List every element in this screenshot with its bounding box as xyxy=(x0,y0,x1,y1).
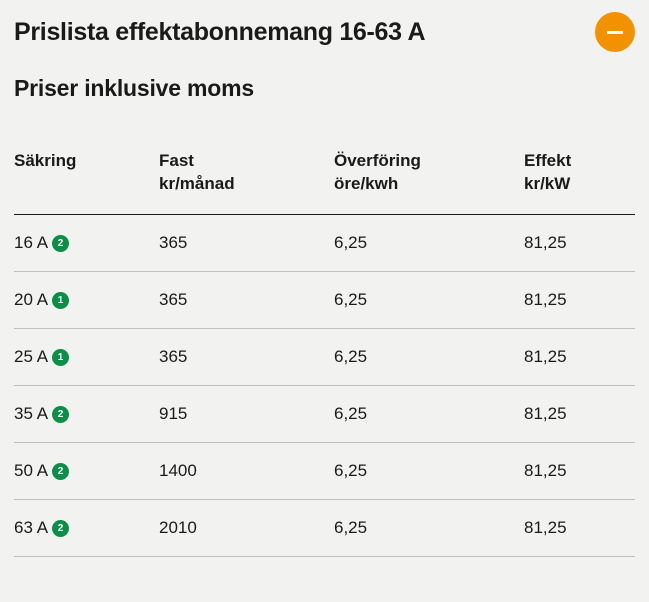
col-header-line1: Effekt xyxy=(524,151,571,170)
table-row: 20 A13656,2581,25 xyxy=(14,271,635,328)
col-header-line1: Fast xyxy=(159,151,194,170)
table-row: 16 A23656,2581,25 xyxy=(14,214,635,271)
cell-sakring: 63 A2 xyxy=(14,499,159,556)
footnote-badge: 1 xyxy=(52,349,69,366)
sakring-value: 35 A xyxy=(14,404,48,423)
col-header-line2: kr/kW xyxy=(524,174,570,193)
sakring-value: 63 A xyxy=(14,518,48,537)
cell-effekt: 81,25 xyxy=(524,271,635,328)
cell-sakring: 50 A2 xyxy=(14,442,159,499)
cell-overforing: 6,25 xyxy=(334,271,524,328)
minus-icon xyxy=(607,31,623,34)
cell-sakring: 25 A1 xyxy=(14,328,159,385)
collapse-button[interactable] xyxy=(595,12,635,52)
cell-effekt: 81,25 xyxy=(524,328,635,385)
cell-overforing: 6,25 xyxy=(334,328,524,385)
section-subtitle: Priser inklusive moms xyxy=(14,75,635,102)
col-header-line1: Överföring xyxy=(334,151,421,170)
table-row: 50 A214006,2581,25 xyxy=(14,442,635,499)
cell-overforing: 6,25 xyxy=(334,214,524,271)
col-header-overforing: Överföring öre/kwh xyxy=(334,142,524,214)
cell-fast: 2010 xyxy=(159,499,334,556)
col-header-fast: Fast kr/månad xyxy=(159,142,334,214)
cell-fast: 1400 xyxy=(159,442,334,499)
cell-fast: 915 xyxy=(159,385,334,442)
cell-overforing: 6,25 xyxy=(334,385,524,442)
sakring-value: 20 A xyxy=(14,290,48,309)
footnote-badge: 2 xyxy=(52,406,69,423)
cell-fast: 365 xyxy=(159,214,334,271)
cell-effekt: 81,25 xyxy=(524,442,635,499)
cell-sakring: 35 A2 xyxy=(14,385,159,442)
footnote-badge: 2 xyxy=(52,520,69,537)
table-row: 25 A13656,2581,25 xyxy=(14,328,635,385)
cell-fast: 365 xyxy=(159,271,334,328)
footnote-badge: 1 xyxy=(52,292,69,309)
col-header-line2: kr/månad xyxy=(159,174,235,193)
sakring-value: 50 A xyxy=(14,461,48,480)
cell-sakring: 20 A1 xyxy=(14,271,159,328)
col-header-line2: öre/kwh xyxy=(334,174,398,193)
footnote-badge: 2 xyxy=(52,463,69,480)
price-table: Säkring Fast kr/månad Överföring öre/kwh… xyxy=(14,142,635,557)
col-header-effekt: Effekt kr/kW xyxy=(524,142,635,214)
cell-overforing: 6,25 xyxy=(334,442,524,499)
table-row: 35 A29156,2581,25 xyxy=(14,385,635,442)
footnote-badge: 2 xyxy=(52,235,69,252)
sakring-value: 25 A xyxy=(14,347,48,366)
cell-effekt: 81,25 xyxy=(524,499,635,556)
col-header-sakring: Säkring xyxy=(14,142,159,214)
cell-sakring: 16 A2 xyxy=(14,214,159,271)
col-header-line1: Säkring xyxy=(14,151,76,170)
sakring-value: 16 A xyxy=(14,233,48,252)
cell-effekt: 81,25 xyxy=(524,385,635,442)
cell-effekt: 81,25 xyxy=(524,214,635,271)
cell-overforing: 6,25 xyxy=(334,499,524,556)
table-row: 63 A220106,2581,25 xyxy=(14,499,635,556)
page-title: Prislista effektabonnemang 16-63 A xyxy=(14,18,635,47)
cell-fast: 365 xyxy=(159,328,334,385)
table-header-row: Säkring Fast kr/månad Överföring öre/kwh… xyxy=(14,142,635,214)
